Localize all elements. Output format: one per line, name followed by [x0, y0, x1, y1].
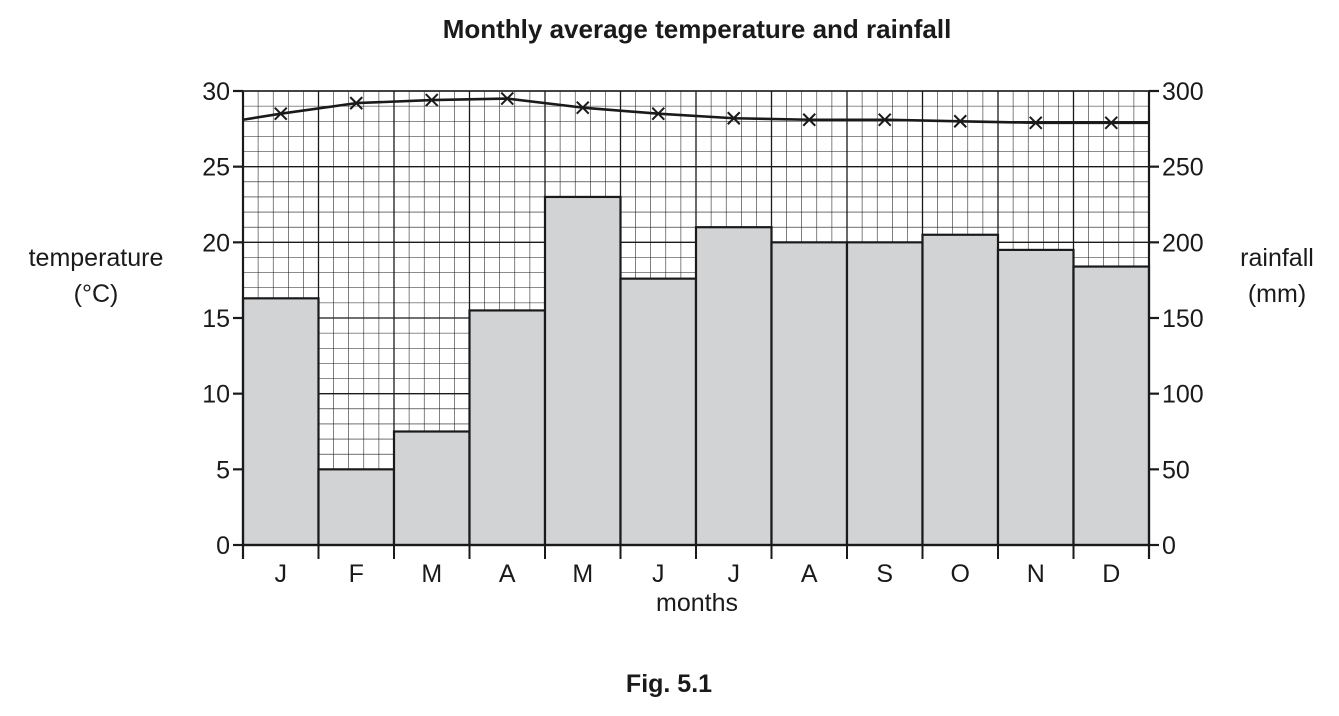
rainfall-bars	[241, 195, 1151, 547]
marker-stroke	[727, 111, 741, 125]
x-tick-label-A: A	[499, 560, 516, 588]
marker-stroke	[1029, 116, 1043, 130]
marker-stroke	[802, 113, 816, 127]
temperature-marker-A	[500, 91, 514, 106]
y-right-tick-label: 300	[1162, 78, 1204, 106]
x-tick-label-M: M	[421, 560, 442, 588]
x-axis-title: months	[656, 589, 738, 617]
temperature-marker-S	[878, 113, 892, 127]
rainfall-bar-F	[317, 468, 396, 547]
temperature-marker-J	[651, 106, 665, 121]
y-right-tick-label: 0	[1162, 532, 1176, 560]
rainfall-bar-M	[392, 430, 471, 547]
axes	[233, 89, 1159, 559]
x-tick-label-O: O	[951, 560, 970, 588]
temperature-marker-J	[727, 111, 741, 125]
y-left-tick-label: 20	[202, 229, 230, 257]
x-tick-label-M: M	[572, 560, 593, 588]
temperature-marker-M	[425, 93, 439, 107]
y-left-tick-label: 25	[202, 154, 230, 182]
temperature-line-path	[242, 97, 1149, 125]
temperature-line	[242, 91, 1149, 130]
marker-stroke	[953, 114, 967, 128]
temperature-marker-F	[349, 96, 363, 110]
x-tick-label-D: D	[1102, 560, 1120, 588]
y-left-title-line1: temperature	[29, 244, 164, 272]
rainfall-bar-D	[1072, 265, 1151, 547]
rainfall-bar-M	[543, 195, 622, 547]
temperature-marker-N	[1029, 116, 1043, 130]
marker-stroke	[349, 96, 363, 110]
rainfall-bar-N	[996, 248, 1075, 547]
y-left-tick-label: 5	[216, 456, 230, 484]
x-tick-label-J: J	[275, 560, 288, 588]
figure-caption: Fig. 5.1	[626, 670, 712, 698]
x-tick-label-A: A	[801, 560, 818, 588]
x-tick-label-J: J	[728, 560, 741, 588]
y-left-tick-label: 30	[202, 78, 230, 106]
temperature-marker-D	[1104, 116, 1118, 130]
y-right-title-line2: (mm)	[1248, 280, 1306, 308]
marker-stroke	[500, 91, 514, 106]
temperature-marker-M	[576, 100, 590, 115]
marker-stroke	[576, 100, 590, 115]
rainfall-bar-A	[770, 241, 849, 547]
x-tick-label-J: J	[652, 560, 665, 588]
marker-stroke	[878, 113, 892, 127]
rainfall-bar-O	[921, 233, 1000, 547]
y-right-tick-label: 150	[1162, 305, 1204, 333]
y-left-tick-label: 10	[202, 381, 230, 409]
marker-stroke	[274, 106, 288, 121]
rainfall-bar-A	[468, 309, 547, 547]
rainfall-bar-J	[694, 226, 773, 547]
x-tick-label-F: F	[349, 560, 364, 588]
chart-title: Monthly average temperature and rainfall	[443, 14, 952, 44]
x-tick-label-N: N	[1027, 560, 1045, 588]
y-left-title-line2: (°C)	[74, 280, 119, 308]
y-right-title-line1: rainfall	[1240, 244, 1314, 272]
y-left-tick-label: 0	[216, 532, 230, 560]
rainfall-bar-S	[845, 241, 924, 547]
temperature-marker-A	[802, 113, 816, 127]
temperature-marker-J	[274, 106, 288, 121]
marker-stroke	[425, 93, 439, 107]
marker-stroke	[1104, 116, 1118, 130]
y-right-tick-label: 200	[1162, 229, 1204, 257]
rainfall-bar-J	[241, 297, 320, 547]
y-right-tick-label: 50	[1162, 456, 1190, 484]
rainfall-bar-J	[619, 277, 698, 547]
y-right-tick-label: 250	[1162, 154, 1204, 182]
y-right-tick-label: 100	[1162, 381, 1204, 409]
y-left-tick-label: 15	[202, 305, 230, 333]
marker-stroke	[651, 106, 665, 121]
x-tick-label-S: S	[876, 560, 893, 588]
temperature-marker-O	[953, 114, 967, 128]
